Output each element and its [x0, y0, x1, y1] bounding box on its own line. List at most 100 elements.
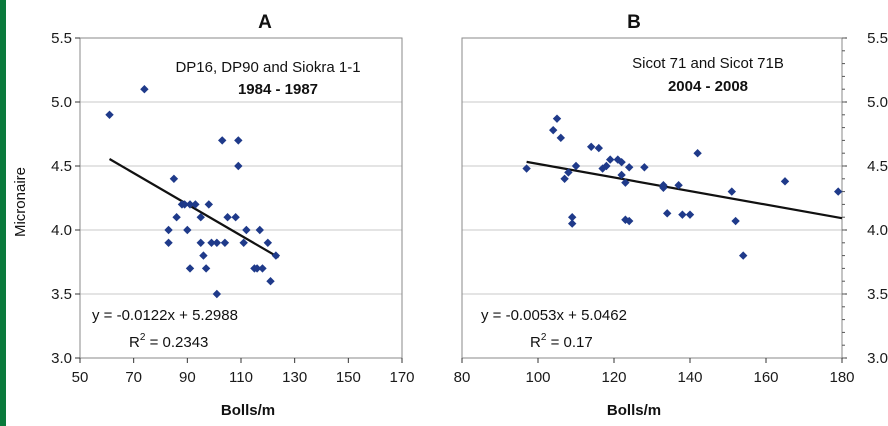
panel-b-legend-line1: Sicot 71 and Sicot 71B — [632, 55, 784, 72]
panel-a-r2-exponent: 2 — [140, 332, 146, 343]
panel-a-data-point — [218, 136, 227, 145]
panel-b-y-tick-label: 3.5 — [867, 286, 888, 303]
panel-a-y-tick-label: 3.0 — [51, 350, 72, 367]
panel-b-data-point — [625, 216, 634, 226]
panel-a-data-point — [164, 225, 173, 235]
panel-a-r2-label: R — [129, 334, 140, 351]
panel-a-trend-line — [108, 158, 280, 259]
panel-b-data-point — [587, 142, 596, 151]
panel-a-data-point — [164, 238, 173, 247]
panel-a-y-axis-label: Micronaire — [12, 167, 29, 237]
panel-b-x-tick-label: 140 — [677, 369, 702, 386]
panel-b-data-point — [659, 183, 668, 192]
panel-a-data-point — [258, 264, 267, 273]
panel-b-y-tick-label: 5.5 — [867, 30, 888, 47]
panel-a-data-point — [201, 264, 211, 273]
panel-a-y-tick-label: 3.5 — [51, 286, 72, 303]
panel-a-equation: y = -0.0122x + 5.2988 — [92, 307, 238, 324]
panel-b-data-point — [621, 178, 630, 187]
panel-a-data-point — [234, 161, 243, 171]
panel-b-plot-frame — [461, 37, 843, 359]
chart-marks: 3.0 3.5 4.0 4.5 5.0 5.5 50 70 90 110 130 150 170 3.0 3… — [51, 30, 888, 386]
panel-a-y-tick-label: 5.5 — [51, 30, 72, 47]
panel-a-data-point — [252, 264, 262, 273]
panel-b-data-point — [663, 209, 672, 218]
panel-a-x-tick-label: 130 — [282, 369, 307, 386]
panel-b-r2-exponent: 2 — [541, 332, 547, 343]
panel-b-legend-line2: 2004 - 2008 — [668, 78, 748, 95]
panel-a-legend-line2: 1984 - 1987 — [238, 81, 318, 98]
panel-a-data-point — [239, 238, 248, 247]
panel-b-data-point — [594, 143, 603, 153]
panel-b-data-point — [564, 168, 573, 177]
panel-b-x-tick-label: 100 — [525, 369, 550, 386]
panel-a-data-point — [255, 225, 264, 235]
panel-b-x-tick-label: 80 — [454, 369, 471, 386]
panel-b-data-point — [780, 177, 790, 186]
panel-a-data-point — [169, 174, 179, 183]
panel-b-data-point — [568, 219, 577, 228]
panel-b-title: B — [627, 12, 641, 33]
panel-a-y-tick-label: 4.0 — [51, 222, 72, 239]
panel-a-data-point — [140, 85, 149, 94]
panel-a-data-point — [180, 200, 189, 209]
panel-b-data-point — [613, 155, 622, 164]
panel-b-data-point — [693, 149, 702, 158]
panel-b-data-point — [640, 163, 649, 172]
panel-a-data-point — [266, 277, 275, 286]
panel-b-data-point — [598, 164, 607, 173]
panel-b-equation: y = -0.0053x + 5.0462 — [481, 307, 627, 324]
panel-a-data-point — [212, 238, 222, 247]
panel-b-y-tick-label: 3.0 — [867, 350, 888, 367]
panel-b-data-point — [617, 157, 626, 167]
panel-b-data-point — [617, 170, 626, 180]
panel-b-data-point — [727, 187, 736, 196]
panel-a-y-tick-label: 4.5 — [51, 158, 72, 175]
page-left-accent-bar — [0, 0, 6, 426]
panel-a-data-point — [204, 200, 213, 209]
panel-a-legend-line1: DP16, DP90 and Siokra 1-1 — [175, 59, 360, 76]
panel-a-x-axis-label: Bolls/m — [221, 402, 275, 419]
panel-a-x-tick-label: 90 — [179, 369, 196, 386]
panel-b-data-point — [739, 251, 748, 260]
panel-b-data-point — [552, 114, 562, 123]
panel-b-data-point — [731, 216, 740, 226]
panel-a-x-tick-label: 70 — [125, 369, 142, 386]
panel-b-x-tick-label: 180 — [829, 369, 854, 386]
panel-a-x-tick-label: 170 — [389, 369, 414, 386]
panel-b-y-tick-label: 4.5 — [867, 158, 888, 175]
panel-b-data-point — [602, 161, 611, 171]
panel-a-data-point — [191, 200, 200, 209]
panel-a-data-point — [207, 238, 216, 247]
panel-a-data-point — [223, 213, 232, 222]
panel-a-x-tick-label: 110 — [229, 369, 253, 386]
panel-b-y-tick-label: 5.0 — [867, 94, 888, 111]
panel-a-data-point — [199, 251, 208, 260]
panel-b-x-tick-label: 160 — [753, 369, 778, 386]
panel-b-data-point — [568, 213, 577, 222]
panel-a-data-point — [172, 213, 181, 222]
panel-b-x-axis-label: Bolls/m — [607, 402, 661, 419]
panel-a-data-point — [185, 264, 195, 273]
panel-b-data-point — [560, 174, 569, 183]
panel-a-data-point — [263, 238, 273, 247]
panel-a-data-point — [196, 213, 205, 222]
panel-b-data-point — [556, 133, 565, 143]
panel-a-data-point — [185, 200, 195, 209]
panel-a-data-point — [220, 238, 230, 247]
panel-b-data-point — [549, 125, 558, 135]
panel-a-x-tick-label: 50 — [72, 369, 89, 386]
panel-b-data-point — [834, 187, 843, 196]
panel-a-data-point — [105, 110, 114, 119]
panel-a-data-point — [183, 225, 192, 235]
panel-a-x-tick-label: 150 — [336, 369, 361, 386]
panel-b-x-tick-label: 120 — [601, 369, 626, 386]
panel-b-data-point — [571, 161, 581, 171]
panel-b-data-point — [685, 210, 695, 219]
panel-a-data-point — [231, 213, 240, 222]
panel-b-r2: R2 = 0.17 — [530, 332, 593, 351]
panel-a-data-point — [212, 289, 222, 299]
panel-a-data-point — [271, 251, 281, 260]
panel-a-y-tick-label: 5.0 — [51, 94, 72, 111]
